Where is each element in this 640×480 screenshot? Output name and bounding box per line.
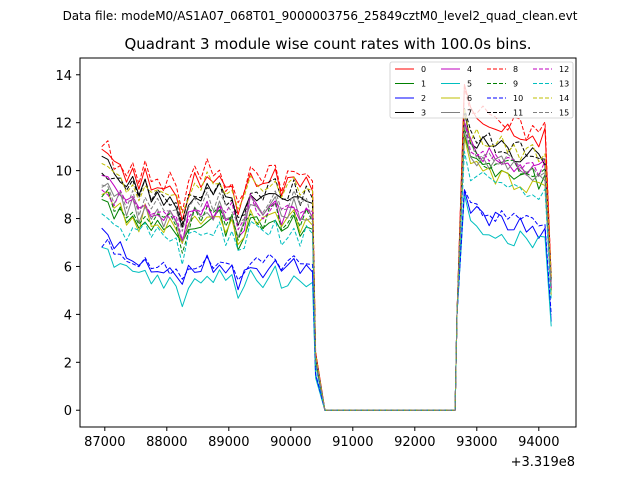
series-line-14 [101, 107, 552, 411]
legend-label-7: 7 [467, 109, 472, 118]
y-tick-label: 4 [64, 308, 72, 323]
legend-box [389, 61, 574, 119]
series-line-1 [101, 134, 552, 411]
y-tick-label: 10 [55, 165, 72, 180]
x-tick-label: 88000 [146, 435, 187, 450]
series-line-3 [101, 110, 552, 411]
y-tick-label: 2 [64, 356, 72, 371]
series-line-0 [101, 83, 552, 411]
x-axis: 87000 88000 89000 90000 91000 92000 93000 94000 [84, 427, 559, 450]
series-line-10 [101, 189, 552, 411]
legend-label-3: 3 [421, 109, 426, 118]
x-tick-label: 91000 [332, 435, 373, 450]
legend-label-8: 8 [513, 65, 518, 74]
legend-label-0: 0 [421, 65, 426, 74]
x-tick-label: 94000 [518, 435, 559, 450]
y-tick-label: 12 [55, 117, 72, 132]
legend-label-6: 6 [467, 94, 472, 103]
x-offset-label: +3.319e8 [511, 455, 575, 470]
x-tick-label: 90000 [270, 435, 311, 450]
series-line-12 [101, 119, 552, 411]
series-line-15 [101, 124, 552, 411]
x-tick-label: 87000 [84, 435, 125, 450]
y-tick-label: 0 [64, 404, 72, 419]
legend-label-12: 12 [559, 65, 569, 74]
x-tick-label: 92000 [394, 435, 435, 450]
legend-label-14: 14 [559, 94, 569, 103]
plot-frame [79, 57, 577, 428]
legend-label-11: 11 [513, 109, 523, 118]
series-line-2 [101, 189, 552, 411]
y-tick-label: 8 [64, 213, 72, 228]
series-line-5 [101, 194, 552, 411]
x-tick-label: 89000 [208, 435, 249, 450]
series-line-13 [101, 150, 552, 411]
legend-label-1: 1 [421, 80, 426, 89]
legend-label-13: 13 [559, 80, 569, 89]
series-line-11 [101, 107, 552, 411]
y-tick-label: 14 [55, 69, 72, 84]
y-axis: 0 2 4 6 8 10 12 14 [55, 69, 80, 419]
legend-label-2: 2 [421, 94, 426, 103]
chart-suptitle: Data file: modeM0/AS1A07_068T01_90000037… [63, 9, 578, 23]
y-tick-label: 6 [64, 260, 72, 275]
legend-label-9: 9 [513, 80, 518, 89]
series-layer [101, 83, 552, 411]
legend-label-10: 10 [513, 94, 523, 103]
plot-area [80, 58, 576, 427]
chart-title: Quadrant 3 module wise count rates with … [124, 35, 531, 53]
legend-label-4: 4 [467, 65, 472, 74]
x-tick-label: 93000 [456, 435, 497, 450]
series-line-7 [101, 127, 552, 411]
legend-label-15: 15 [559, 109, 569, 118]
legend-label-5: 5 [467, 80, 472, 89]
